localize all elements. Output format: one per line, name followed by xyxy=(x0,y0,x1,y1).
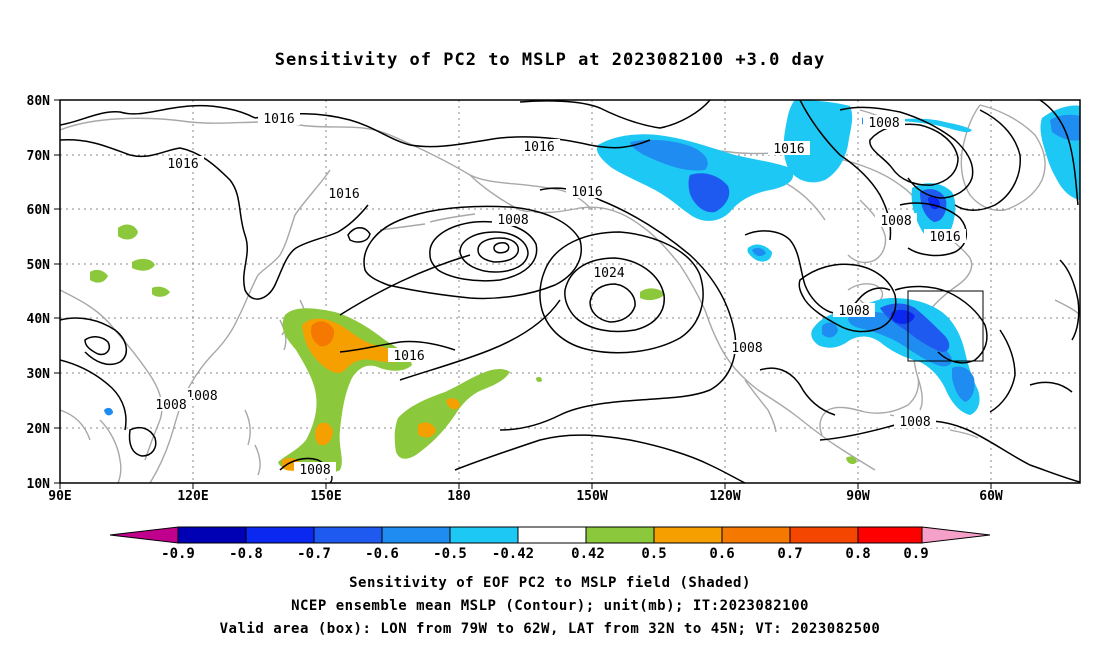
colorbar-label: 0.8 xyxy=(845,546,870,562)
lat-label: 80N xyxy=(27,94,51,109)
lat-label: 70N xyxy=(27,149,51,164)
colorbar-min-arrow xyxy=(109,526,179,544)
contour-label: 1016 xyxy=(773,142,804,157)
contour-label: 1008 xyxy=(731,341,762,356)
colorbar-label: -0.5 xyxy=(433,546,467,562)
caption-valid-area: Valid area (box): LON from 79W to 62W, L… xyxy=(219,621,881,637)
lon-label: 60W xyxy=(979,489,1003,504)
lat-label: 10N xyxy=(27,477,51,492)
colorbar-label: 0.6 xyxy=(709,546,734,562)
map-frame xyxy=(59,99,1081,484)
contour-label: 1016 xyxy=(263,112,294,127)
contour-label: 1008 xyxy=(899,415,930,430)
colorbar xyxy=(109,526,991,544)
colorbar-swatch xyxy=(721,526,791,544)
colorbar-label: -0.7 xyxy=(297,546,331,562)
contour-label: 1016 xyxy=(393,349,424,364)
lat-label: 30N xyxy=(27,367,51,382)
colorbar-swatch xyxy=(585,526,655,544)
latitude-labels: 10N 20N 30N 40N 50N 60N 70N 80N xyxy=(27,94,51,492)
colorbar-label: -0.9 xyxy=(161,546,195,562)
contour-label: 1008 xyxy=(868,116,899,131)
lon-label: 150W xyxy=(576,489,607,504)
colorbar-swatch xyxy=(653,526,723,544)
colorbar-label: 0.5 xyxy=(641,546,666,562)
lon-label: 180 xyxy=(447,489,471,504)
contour-labels: 1016 1016 1016 1016 1016 1008 1024 1016 … xyxy=(150,111,966,478)
lat-label: 50N xyxy=(27,258,51,273)
lat-label: 40N xyxy=(27,312,51,327)
contour-label: 1008 xyxy=(880,214,911,229)
contour-label: 1016 xyxy=(523,140,554,155)
lat-label: 20N xyxy=(27,422,51,437)
colorbar-label: -0.42 xyxy=(492,546,534,562)
contour-label: 1008 xyxy=(155,398,186,413)
colorbar-swatch xyxy=(857,526,923,544)
caption-contour: NCEP ensemble mean MSLP (Contour); unit(… xyxy=(291,598,809,614)
colorbar-label: 0.42 xyxy=(571,546,605,562)
contour-label: 1016 xyxy=(571,185,602,200)
colorbar-swatch xyxy=(789,526,859,544)
colorbar-swatch xyxy=(381,526,451,544)
caption-shading: Sensitivity of EOF PC2 to MSLP field (Sh… xyxy=(349,575,751,591)
colorbar-label: -0.8 xyxy=(229,546,263,562)
lon-label: 150E xyxy=(310,489,341,504)
contour-label: 1016 xyxy=(929,230,960,245)
colorbar-label: 0.7 xyxy=(777,546,802,562)
colorbar-swatch xyxy=(313,526,383,544)
mslp-contours xyxy=(60,100,1080,483)
contour-label: 1008 xyxy=(186,389,217,404)
lon-label: 90W xyxy=(846,489,870,504)
contour-label: 1008 xyxy=(497,213,528,228)
valid-area-box xyxy=(907,290,984,362)
chart-title: Sensitivity of PC2 to MSLP at 2023082100… xyxy=(274,50,826,70)
axis-ticks xyxy=(54,99,992,489)
colorbar-labels: -0.9 -0.8 -0.7 -0.6 -0.5 -0.42 0.42 0.5 … xyxy=(161,546,929,562)
contour-label: 1016 xyxy=(167,157,198,172)
lat-label: 60N xyxy=(27,203,51,218)
longitude-labels: 90E 120E 150E 180 150W 120W 90W 60W xyxy=(48,489,1003,504)
lon-label: 120E xyxy=(177,489,208,504)
contour-label: 1008 xyxy=(838,304,869,319)
lon-label: 120W xyxy=(709,489,740,504)
lon-label: 90E xyxy=(48,489,71,504)
contour-label: 1024 xyxy=(593,266,624,281)
colorbar-swatch xyxy=(245,526,315,544)
contour-label: 1016 xyxy=(328,187,359,202)
colorbar-label: 0.9 xyxy=(903,546,928,562)
colorbar-swatch xyxy=(449,526,519,544)
colorbar-max-arrow xyxy=(921,526,991,544)
colorbar-label: -0.6 xyxy=(365,546,399,562)
colorbar-swatch xyxy=(517,526,587,544)
grid-lines xyxy=(60,100,1080,483)
contour-label: 1008 xyxy=(299,463,330,478)
colorbar-swatch xyxy=(177,526,247,544)
